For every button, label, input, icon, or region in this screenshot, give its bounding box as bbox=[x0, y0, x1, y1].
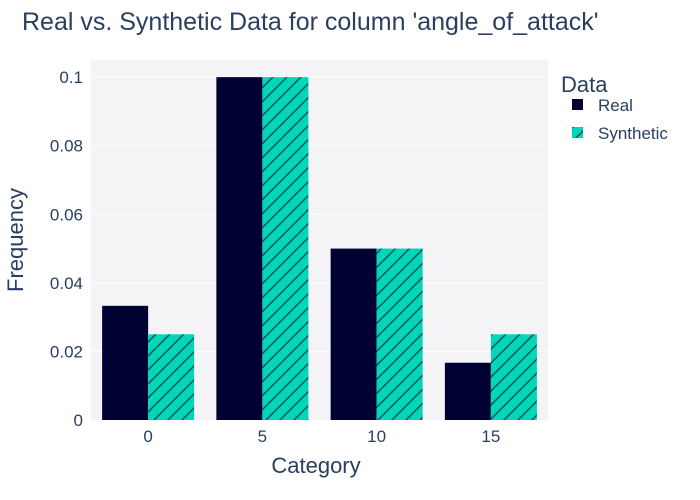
legend-label-real[interactable]: Real bbox=[598, 96, 633, 115]
legend-swatch-real[interactable] bbox=[572, 99, 583, 110]
bar-real-5[interactable] bbox=[216, 77, 263, 421]
y-tick-label: 0.04 bbox=[50, 274, 83, 293]
legend-swatch-synthetic[interactable] bbox=[572, 127, 583, 138]
x-tick-label: 0 bbox=[143, 427, 152, 446]
bar-real-15[interactable] bbox=[444, 362, 491, 420]
y-tick-label: 0 bbox=[74, 411, 83, 430]
bar-synthetic-5[interactable] bbox=[262, 77, 309, 421]
legend-title: Data bbox=[561, 72, 608, 97]
bars bbox=[102, 77, 537, 421]
bar-real-0[interactable] bbox=[102, 305, 149, 420]
x-axis-ticks: 0 5 10 15 bbox=[143, 427, 500, 446]
y-tick-label: 0.1 bbox=[59, 68, 83, 87]
y-tick-label: 0.06 bbox=[50, 205, 83, 224]
x-tick-label: 15 bbox=[481, 427, 500, 446]
y-axis-ticks: 0 0.02 0.04 0.06 0.08 0.1 bbox=[50, 68, 83, 430]
x-axis-title: Category bbox=[271, 453, 360, 478]
y-axis-title: Frequency bbox=[3, 188, 28, 292]
y-tick-label: 0.08 bbox=[50, 137, 83, 156]
legend-label-synthetic[interactable]: Synthetic bbox=[598, 124, 668, 143]
x-tick-label: 5 bbox=[258, 427, 267, 446]
legend: Data Real Synthetic bbox=[561, 72, 668, 143]
bar-synthetic-15[interactable] bbox=[490, 334, 537, 420]
bar-real-10[interactable] bbox=[330, 248, 377, 420]
x-tick-label: 10 bbox=[367, 427, 386, 446]
bar-synthetic-0[interactable] bbox=[148, 334, 195, 420]
chart-title: Real vs. Synthetic Data for column 'angl… bbox=[22, 8, 599, 36]
y-tick-label: 0.02 bbox=[50, 342, 83, 361]
bar-synthetic-10[interactable] bbox=[376, 248, 423, 420]
